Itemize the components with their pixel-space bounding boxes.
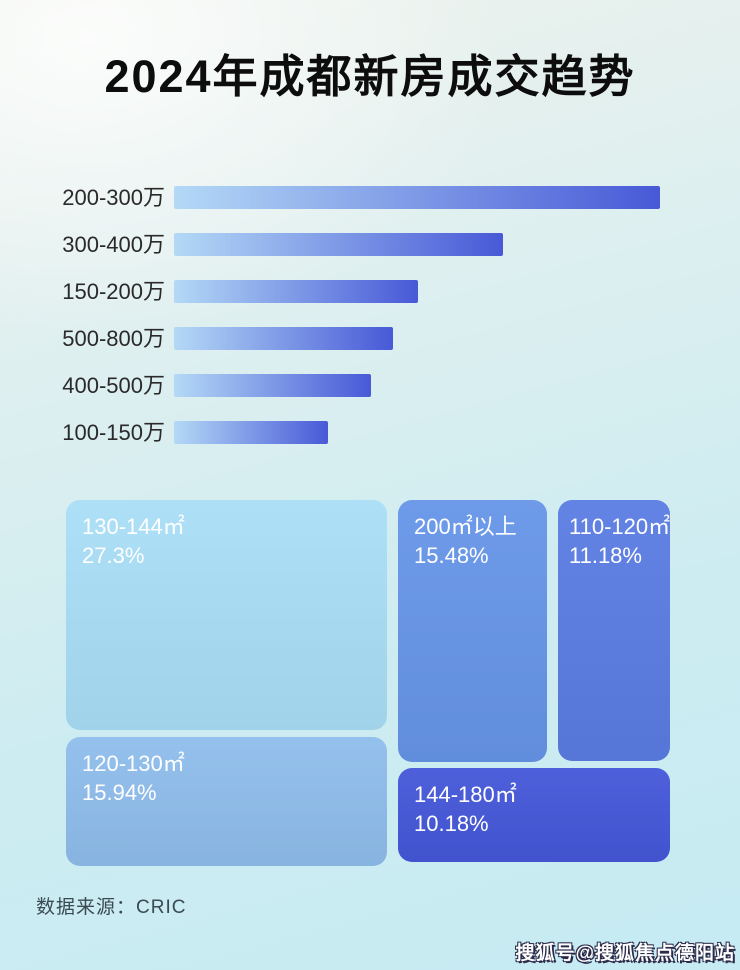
cell-percent-label: 10.18% bbox=[414, 810, 489, 836]
price-range-bar-chart: 200-300万 300-400万 150-200万 500-800万 400-… bbox=[0, 186, 740, 444]
treemap-cell-110-120: 110-120㎡ 11.18% bbox=[558, 500, 670, 761]
bar-100-150w bbox=[174, 421, 329, 444]
bar-track bbox=[174, 327, 660, 350]
cell-percent-label: 15.94% bbox=[82, 779, 157, 805]
page-title: 2024年成都新房成交趋势 bbox=[104, 51, 636, 102]
bar-track bbox=[174, 421, 660, 444]
bar-track bbox=[174, 374, 660, 397]
cell-percent-label: 27.3% bbox=[82, 542, 145, 568]
area-size-treemap: 130-144㎡ 27.3% 200㎡以上 15.48% 110-120㎡ 11… bbox=[66, 500, 670, 866]
treemap-cell-120-130: 120-130㎡ 15.94% bbox=[66, 737, 387, 866]
bar-row: 400-500万 bbox=[0, 374, 740, 397]
cell-area-label: 130-144㎡ bbox=[82, 514, 185, 539]
cell-percent-label: 15.48% bbox=[414, 542, 489, 568]
bar-row: 200-300万 bbox=[0, 186, 740, 209]
bar-200-300w bbox=[174, 186, 660, 209]
bar-category-label: 200-300万 bbox=[62, 185, 165, 210]
bar-category-label: 400-500万 bbox=[62, 373, 165, 398]
bar-category-label: 100-150万 bbox=[62, 420, 165, 445]
treemap-cell-144-180: 144-180㎡ 10.18% bbox=[398, 768, 670, 862]
bar-track bbox=[174, 186, 660, 209]
treemap-cell-130-144: 130-144㎡ 27.3% bbox=[66, 500, 387, 730]
bar-row: 300-400万 bbox=[0, 233, 740, 256]
bar-category-label: 500-800万 bbox=[62, 326, 165, 351]
bar-400-500w bbox=[174, 374, 371, 397]
bar-300-400w bbox=[174, 233, 504, 256]
cell-area-label: 200㎡以上 bbox=[414, 514, 517, 539]
bar-track bbox=[174, 280, 660, 303]
bar-row: 100-150万 bbox=[0, 421, 740, 444]
bar-150-200w bbox=[174, 280, 418, 303]
bar-500-800w bbox=[174, 327, 394, 350]
treemap-cell-200-plus: 200㎡以上 15.48% bbox=[398, 500, 547, 762]
cell-area-label: 144-180㎡ bbox=[414, 782, 517, 807]
bar-category-label: 300-400万 bbox=[62, 232, 165, 257]
bar-category-label: 150-200万 bbox=[62, 279, 165, 304]
bar-track bbox=[174, 233, 660, 256]
cell-area-label: 110-120㎡ bbox=[569, 514, 671, 539]
bar-row: 500-800万 bbox=[0, 327, 740, 350]
data-source-note: 数据来源：CRIC bbox=[36, 897, 187, 918]
cell-percent-label: 11.18% bbox=[569, 542, 642, 568]
watermark: 搜狐号@搜狐焦点德阳站 bbox=[515, 943, 735, 964]
cell-area-label: 120-130㎡ bbox=[82, 751, 185, 776]
bar-row: 150-200万 bbox=[0, 280, 740, 303]
